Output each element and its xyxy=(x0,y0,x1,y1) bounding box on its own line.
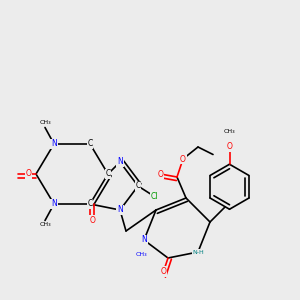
Text: N: N xyxy=(117,206,123,214)
Text: Cl: Cl xyxy=(151,192,158,201)
Text: C: C xyxy=(135,182,141,190)
Text: O: O xyxy=(160,267,166,276)
Text: C: C xyxy=(87,140,93,148)
Text: N: N xyxy=(51,200,57,208)
Text: CH₃: CH₃ xyxy=(39,223,51,227)
Text: O: O xyxy=(158,169,164,178)
Text: O: O xyxy=(90,216,96,225)
Text: C: C xyxy=(105,169,111,178)
Text: CH₃: CH₃ xyxy=(39,121,51,125)
Text: CH₃: CH₃ xyxy=(224,129,235,134)
Text: N-H: N-H xyxy=(192,250,204,254)
Text: O: O xyxy=(180,154,186,164)
Text: O: O xyxy=(26,169,32,178)
Text: C: C xyxy=(87,200,93,208)
Text: N: N xyxy=(51,140,57,148)
Text: N: N xyxy=(117,158,123,166)
Text: N: N xyxy=(141,236,147,244)
Text: CH₃: CH₃ xyxy=(135,253,147,257)
Text: O: O xyxy=(226,142,232,151)
